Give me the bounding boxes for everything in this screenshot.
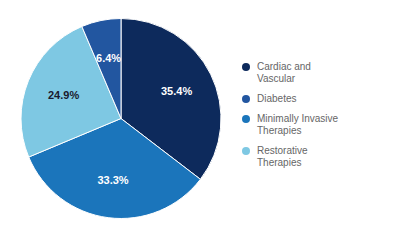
- svg-text:24.9%: 24.9%: [48, 89, 79, 101]
- svg-text:35.4%: 35.4%: [161, 85, 192, 97]
- html-text:Diabetes: Diabetes: [257, 92, 297, 104]
- html-text:Minimally Invasive: Minimally Invasive: [257, 112, 339, 124]
- html-text:Cardiac and: Cardiac and: [257, 60, 311, 72]
- svg-text:6.4%: 6.4%: [96, 52, 121, 64]
- html-text:Restorative: Restorative: [257, 144, 308, 156]
- html-text:Vascular: Vascular: [257, 72, 296, 84]
- html-text:Therapies: Therapies: [257, 156, 302, 168]
- html-text:Therapies: Therapies: [257, 124, 302, 136]
- svg-text:33.3%: 33.3%: [97, 174, 128, 186]
